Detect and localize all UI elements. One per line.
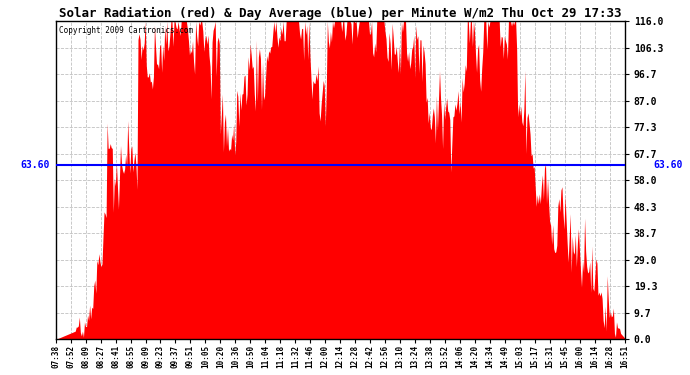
Text: 63.60: 63.60 xyxy=(21,160,50,170)
Text: Copyright 2009 Cartronics.com: Copyright 2009 Cartronics.com xyxy=(59,26,193,35)
Text: 63.60: 63.60 xyxy=(653,160,683,170)
Title: Solar Radiation (red) & Day Average (blue) per Minute W/m2 Thu Oct 29 17:33: Solar Radiation (red) & Day Average (blu… xyxy=(59,7,622,20)
